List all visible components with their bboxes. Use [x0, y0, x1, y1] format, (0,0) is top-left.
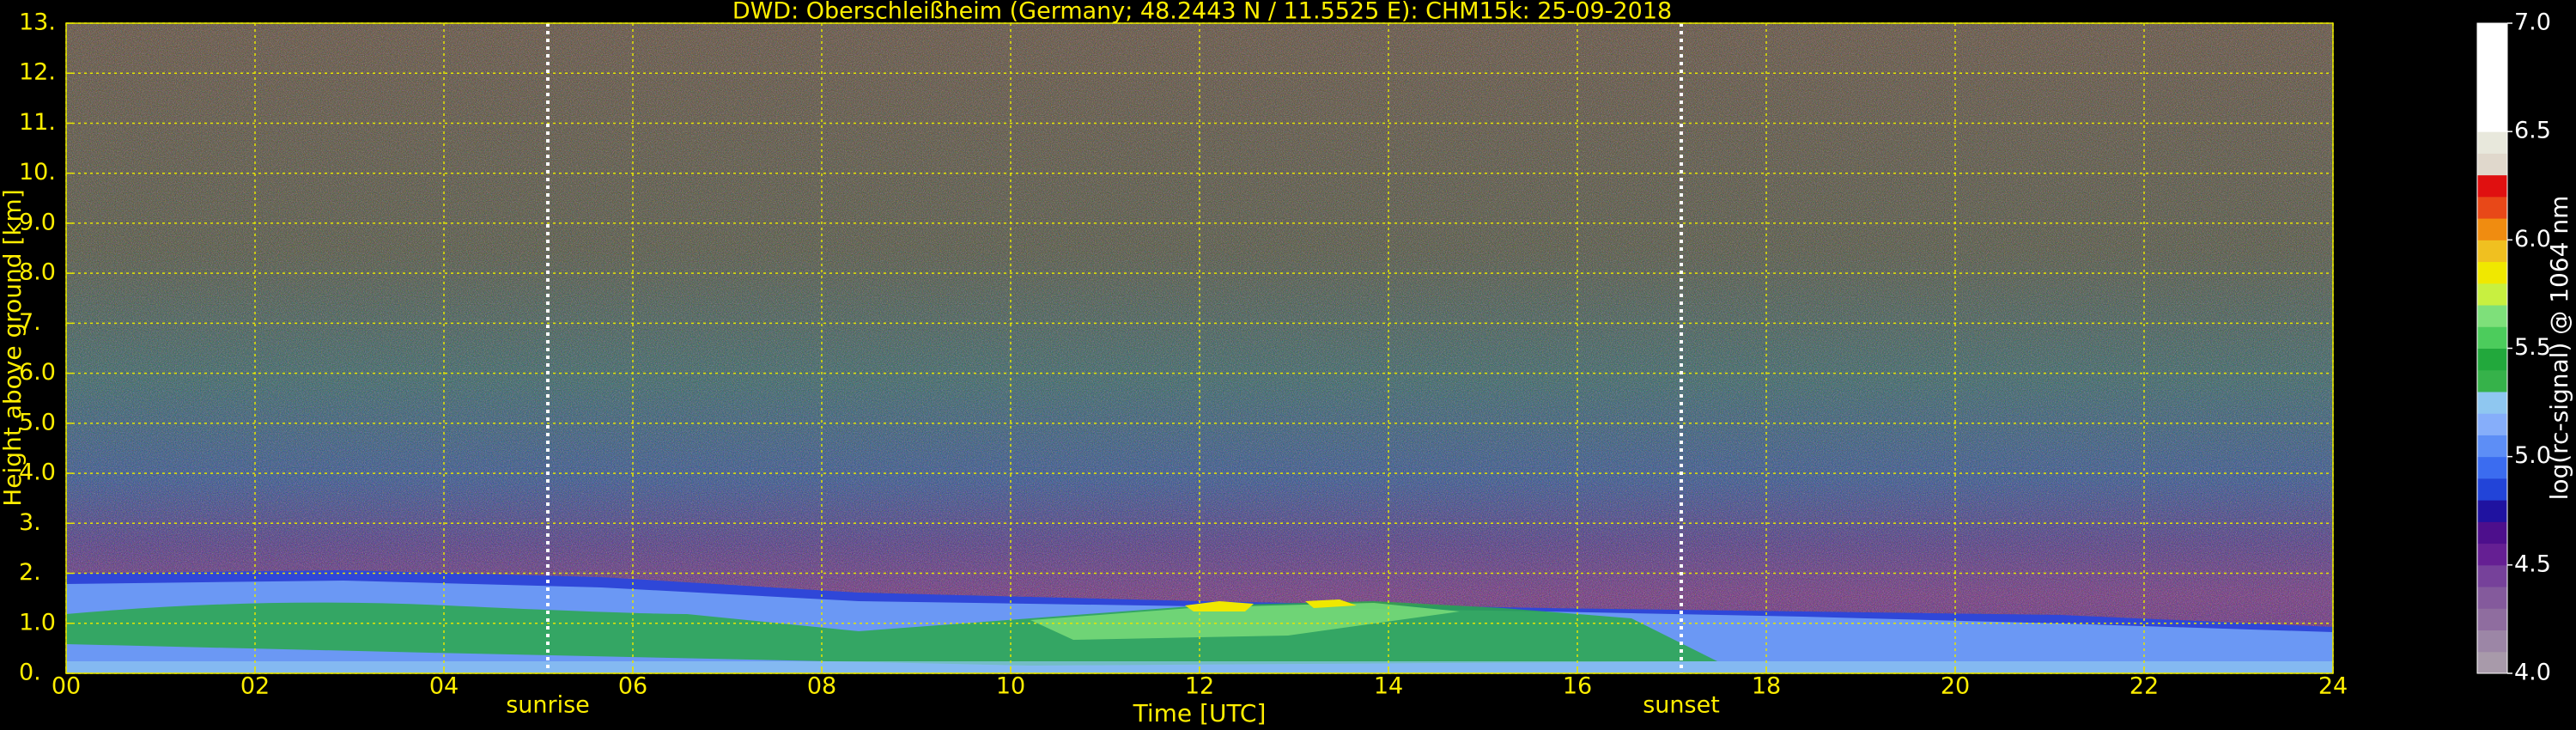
x-tick-label: 04 — [429, 673, 459, 700]
colorbar-swatch — [2477, 543, 2507, 566]
colorbar-swatch — [2477, 413, 2507, 435]
colorbar-swatch — [2477, 88, 2507, 111]
colorbar-swatch — [2477, 326, 2507, 349]
colorbar-swatch — [2477, 23, 2507, 46]
x-tick-label: 18 — [1752, 673, 1781, 700]
colorbar-swatch — [2477, 153, 2507, 176]
colorbar-swatch — [2477, 564, 2507, 587]
colorbar-tick-label: 6.5 — [2514, 118, 2551, 144]
colorbar-tick-label: 5.0 — [2514, 442, 2551, 469]
colorbar-swatch — [2477, 369, 2507, 392]
y-tick-label: 0. — [19, 660, 41, 686]
colorbar-swatch — [2477, 196, 2507, 219]
colorbar-swatch — [2477, 587, 2507, 609]
colorbar-swatch — [2477, 630, 2507, 653]
colorbar-tick-label: 6.0 — [2514, 226, 2551, 252]
x-tick-label: 12 — [1185, 673, 1214, 700]
plot-frame — [65, 22, 2334, 674]
y-axis-label: Height above ground [km] — [0, 189, 27, 507]
colorbar-tick-label: 7.0 — [2514, 9, 2551, 36]
y-tick-label: 9.0 — [19, 209, 56, 235]
x-tick-label: 02 — [240, 673, 270, 700]
colorbar-swatch — [2477, 240, 2507, 263]
colorbar-swatch — [2477, 218, 2507, 240]
chart-title: DWD: Oberschleißheim (Germany; 48.2443 N… — [732, 0, 1672, 25]
colorbar-swatch — [2477, 651, 2507, 674]
colorbar-swatch — [2477, 521, 2507, 544]
colorbar-tick-label: 4.0 — [2514, 660, 2551, 686]
colorbar-swatch — [2477, 435, 2507, 458]
y-tick-label: 4.0 — [19, 459, 56, 486]
x-tick-label: 10 — [996, 673, 1025, 700]
x-axis-label: Time [UTC] — [1133, 699, 1267, 727]
x-tick-label: 22 — [2129, 673, 2159, 700]
colorbar-swatch — [2477, 608, 2507, 631]
x-tick-label: 06 — [618, 673, 647, 700]
colorbar-swatch — [2477, 131, 2507, 154]
colorbar-swatch — [2477, 174, 2507, 198]
x-tick-label: 00 — [52, 673, 81, 700]
annotation-label: sunset — [1643, 692, 1720, 719]
colorbar-swatch — [2477, 456, 2507, 479]
colorbar-swatch — [2477, 478, 2507, 501]
colorbar-swatch — [2477, 261, 2507, 284]
x-tick-label: 14 — [1374, 673, 1403, 700]
colorbar-swatch — [2477, 305, 2507, 327]
colorbar-swatch — [2477, 391, 2507, 414]
x-tick-label: 24 — [2318, 673, 2348, 700]
colorbar-label: log(rc-signal) @ 1064 nm — [2545, 196, 2573, 501]
y-tick-label: 8.0 — [19, 259, 56, 286]
colorbar-tick-label: 4.5 — [2514, 551, 2551, 577]
y-tick-label: 3. — [19, 509, 41, 536]
y-tick-label: 11. — [19, 109, 56, 136]
colorbar-swatch — [2477, 109, 2507, 132]
y-tick-label: 1.0 — [19, 609, 56, 636]
y-tick-label: 10. — [19, 159, 56, 186]
y-tick-label: 2. — [19, 559, 41, 586]
colorbar-swatch — [2477, 283, 2507, 306]
y-tick-label: 13. — [19, 9, 56, 36]
y-tick-label: 7. — [19, 309, 41, 336]
colorbar-tick-label: 5.5 — [2514, 334, 2551, 361]
x-tick-label: 20 — [1941, 673, 1970, 700]
x-tick-label: 08 — [807, 673, 836, 700]
colorbar-swatch — [2477, 45, 2507, 67]
annotation-label: sunrise — [506, 692, 590, 719]
colorbar-swatch — [2477, 66, 2507, 89]
colorbar-swatch — [2477, 348, 2507, 371]
y-tick-label: 6.0 — [19, 359, 56, 386]
y-tick-label: 5.0 — [19, 409, 56, 435]
y-tick-label: 12. — [19, 59, 56, 86]
colorbar-swatch — [2477, 500, 2507, 522]
x-tick-label: 16 — [1563, 673, 1592, 700]
